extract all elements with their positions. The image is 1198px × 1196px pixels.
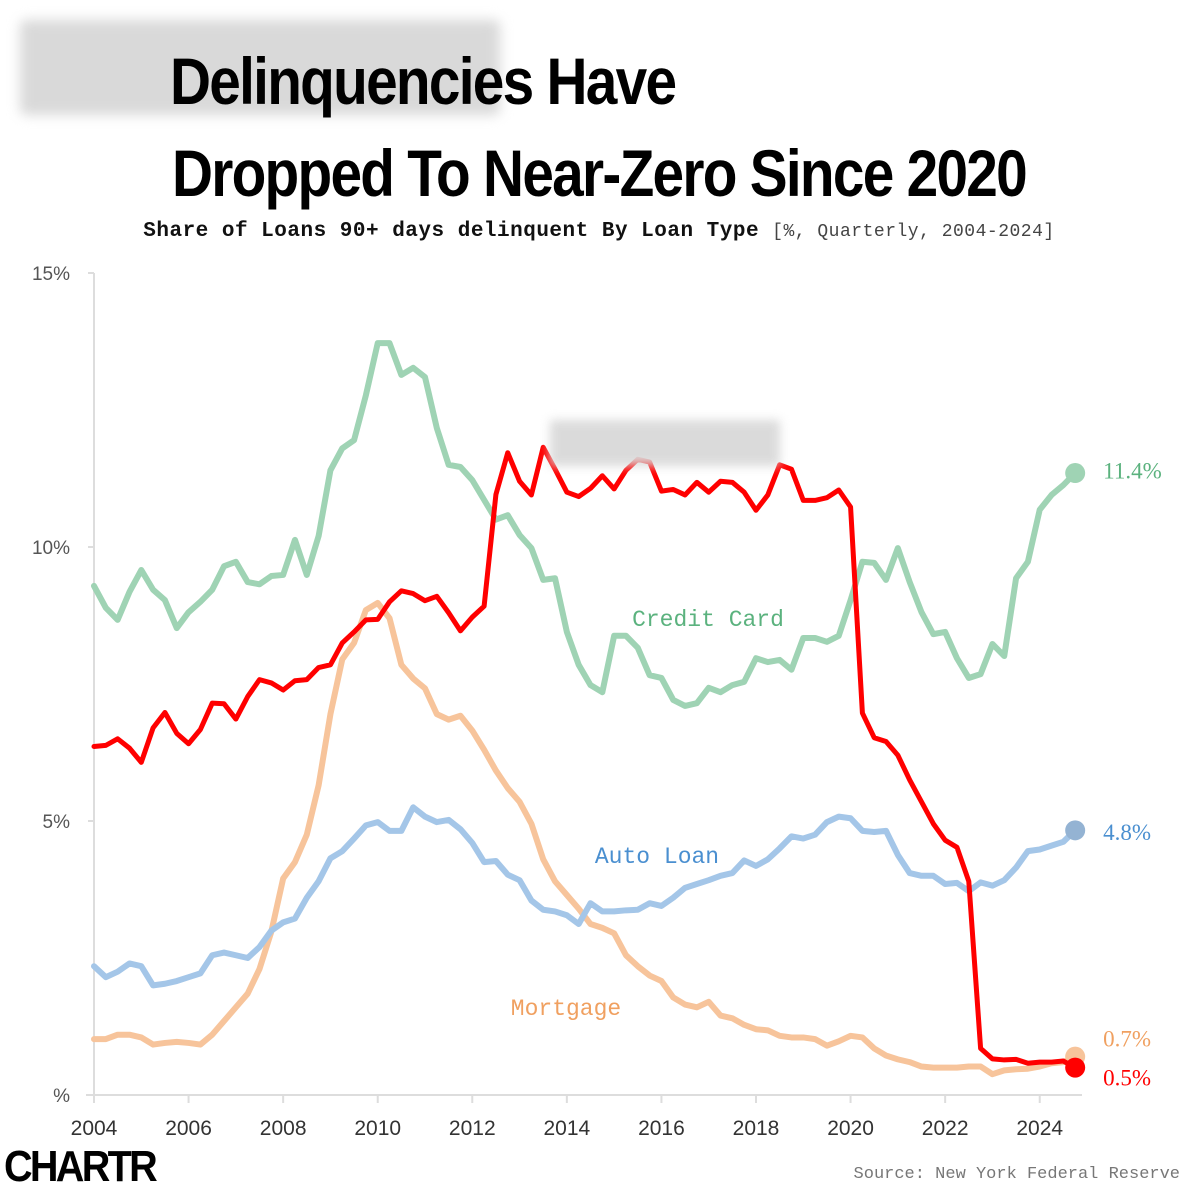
subtitle-detail: [%, Quarterly, 2004-2024] [772,222,1055,242]
series-line-credit-card [91,340,1079,709]
x-tick-label: 2004 [71,1117,118,1140]
subtitle: Share of Loans 90+ days delinquent By Lo… [0,220,1198,243]
y-tick-label: 10% [32,538,70,559]
x-tick-label: 2022 [922,1117,969,1140]
end-label-mortgage: 0.7% [1103,1027,1151,1052]
inline-label-auto-loan: Auto Loan [595,844,719,870]
y-tick-label: % [53,1086,70,1107]
x-tick-label: 2020 [827,1117,874,1140]
x-tick-label: 2018 [733,1117,780,1140]
x-tick-label: 2024 [1016,1117,1063,1140]
x-tick-label: 2010 [354,1117,401,1140]
x-tick-label: 2006 [165,1117,212,1140]
series-line-auto-loan [91,804,1079,989]
end-point-credit-card [1065,463,1086,484]
title-line-1: Delinquencies Have [170,44,677,118]
subtitle-main: Share of Loans 90+ days delinquent By Lo… [143,220,760,243]
chartr-logo: CHARTR [4,1142,158,1191]
x-tick-label: 2008 [260,1117,307,1140]
end-point-student-loan [1065,1057,1086,1078]
x-tick-label: 2016 [638,1117,685,1140]
x-tick-label: 2012 [449,1117,496,1140]
end-point-auto-loan [1065,820,1086,841]
y-tick-label: 15% [32,264,70,285]
title-line-2: Dropped To Near-Zero Since 2020 [171,136,1028,210]
series-line-student-loan [91,444,1078,1071]
end-label-student-loan: 0.5% [1103,1066,1151,1091]
source-note: Source: New York Federal Reserve [853,1165,1180,1184]
end-label-auto-loan: 4.8% [1103,820,1151,845]
inline-label-mortgage: Mortgage [511,996,621,1022]
redacted-title-part [20,20,500,115]
end-label-credit-card: 11.4% [1103,458,1162,483]
x-tick-label: 2014 [543,1117,590,1140]
redacted-series-label [550,420,780,466]
y-tick-label: 5% [43,812,71,833]
inline-label-credit-card: Credit Card [632,607,784,633]
